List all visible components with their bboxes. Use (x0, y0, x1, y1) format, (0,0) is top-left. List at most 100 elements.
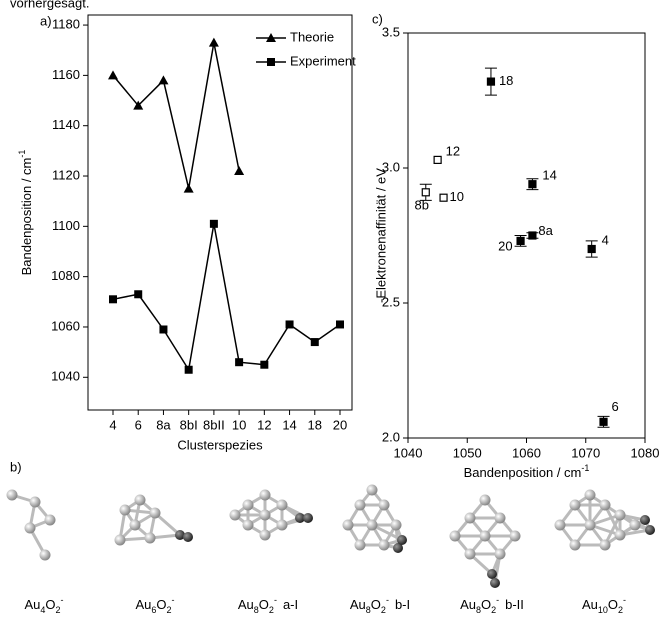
formula-count: 2 (381, 605, 386, 615)
series-line (113, 224, 340, 370)
gold-atom (615, 510, 626, 521)
formula-charge: - (274, 595, 277, 605)
gold-atom (570, 500, 581, 511)
x-tick-label: 8bI (180, 417, 198, 432)
formula-charge: - (172, 595, 175, 605)
panel-label: b) (10, 459, 22, 474)
gold-atom (465, 549, 476, 560)
gold-atom (367, 485, 378, 496)
square-marker (260, 361, 268, 369)
point-label: 14 (542, 168, 556, 183)
formula-base: Au (350, 597, 366, 612)
gold-atom (343, 520, 354, 531)
formula-base: Au (460, 597, 476, 612)
x-tick-label: 8bII (203, 417, 225, 432)
gold-atom (277, 500, 288, 511)
gold-atom (510, 531, 521, 542)
y-tick-label: 1120 (52, 167, 80, 182)
gold-atom (115, 535, 126, 546)
series-line (113, 43, 239, 189)
gold-atom (367, 520, 378, 531)
square-marker (286, 320, 294, 328)
gold-atom (480, 495, 491, 506)
open-point (422, 189, 429, 196)
gold-atom (150, 508, 161, 519)
formula-count: 10 (598, 605, 608, 615)
formula: Au4O2- (24, 595, 63, 615)
open-point (440, 194, 447, 201)
x-tick-label: 8a (156, 417, 171, 432)
y-tick-label: 1160 (52, 67, 80, 82)
square-marker (336, 320, 344, 328)
formula-oxygen: O (371, 597, 381, 612)
x-tick-label: 1040 (394, 445, 423, 460)
x-tick-label: 6 (135, 417, 142, 432)
gold-atom (30, 497, 41, 508)
oxygen-atom (397, 535, 407, 545)
point-label: 4 (602, 232, 609, 247)
square-marker (134, 290, 142, 298)
triangle-marker (108, 70, 118, 79)
point-label: 6 (612, 399, 619, 414)
x-tick-label: 1080 (631, 445, 660, 460)
gold-atom (145, 533, 156, 544)
formula-count: 2 (269, 605, 274, 615)
y-axis-label: -Elektronenaffinität / eV (373, 168, 388, 303)
formula-charge: - (623, 595, 626, 605)
x-tick-label: 1050 (453, 445, 482, 460)
gold-atom (260, 490, 271, 501)
x-axis-label-sup: -1 (581, 463, 589, 473)
filled-point (600, 418, 607, 425)
open-point (434, 156, 441, 163)
square-marker (109, 295, 117, 303)
gold-atom (120, 505, 131, 516)
y-tick-label: 1080 (51, 268, 80, 283)
gold-atom (630, 520, 641, 531)
gold-atom (355, 540, 366, 551)
point-label: 8a (538, 223, 553, 238)
legend-label: Theorie (290, 29, 334, 44)
gold-atom (615, 530, 626, 541)
figure: vorhergesagt. a)104010601080110011201140… (0, 0, 668, 619)
gold-atom (480, 531, 491, 542)
formula-base: Au (238, 597, 254, 612)
formula: Au10O2- (582, 595, 626, 615)
gold-atom (570, 540, 581, 551)
gold-atom (600, 540, 611, 551)
point-label: 20 (498, 238, 512, 253)
gold-atom (379, 540, 390, 551)
formula-count: 2 (618, 605, 623, 615)
oxygen-atom (490, 578, 500, 588)
point-label: 18 (499, 73, 513, 88)
oxygen-atom (303, 513, 313, 523)
gold-atom (585, 490, 596, 501)
x-axis-label: Clusterspezies (177, 437, 263, 452)
x-tick-label: 20 (333, 417, 347, 432)
gold-atom (465, 513, 476, 524)
oxygen-atom (645, 525, 655, 535)
gold-atom (555, 520, 566, 531)
formula: Au8O2-a-I (238, 595, 298, 615)
gold-atom (600, 500, 611, 511)
y-tick-label: 3.5 (382, 24, 400, 39)
square-marker (210, 220, 218, 228)
formula-count: 2 (56, 605, 61, 615)
gold-atom (7, 490, 18, 501)
gold-atom (243, 500, 254, 511)
y-tick-label: 2.0 (382, 429, 400, 444)
legend-label: Experiment (290, 53, 356, 68)
filled-point (529, 232, 536, 239)
formula-base: Au (24, 597, 40, 612)
formula-oxygen: O (259, 597, 269, 612)
square-marker (185, 366, 193, 374)
formula-base: Au (582, 597, 598, 612)
formula: Au6O2- (135, 595, 174, 615)
square-marker (235, 358, 243, 366)
x-tick-label: 14 (282, 417, 296, 432)
gold-atom (391, 520, 402, 531)
formula-oxygen: O (481, 597, 491, 612)
gold-atom (450, 531, 461, 542)
formula-charge: - (496, 595, 499, 605)
formula-isomer: b-II (505, 597, 524, 612)
formula-isomer: b-I (395, 597, 410, 612)
